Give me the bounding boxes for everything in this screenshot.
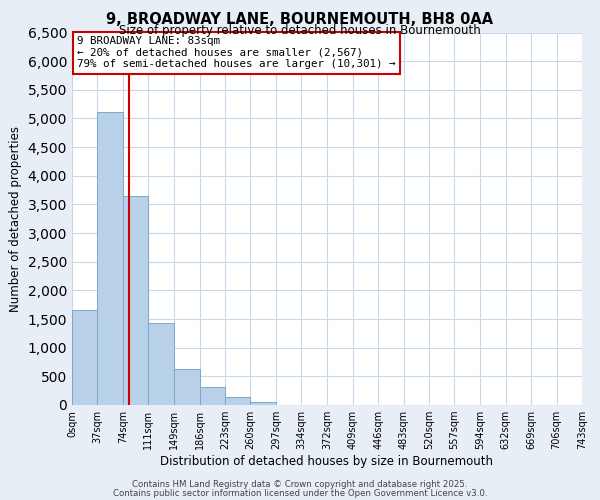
Text: 9, BROADWAY LANE, BOURNEMOUTH, BH8 0AA: 9, BROADWAY LANE, BOURNEMOUTH, BH8 0AA bbox=[106, 12, 494, 28]
Bar bbox=[97, 112, 123, 405]
Text: Contains HM Land Registry data © Crown copyright and database right 2025.: Contains HM Land Registry data © Crown c… bbox=[132, 480, 468, 489]
Bar bbox=[174, 370, 200, 405]
Text: Contains public sector information licensed under the Open Government Licence v3: Contains public sector information licen… bbox=[113, 488, 487, 498]
Bar bbox=[225, 396, 250, 405]
Bar bbox=[148, 323, 174, 405]
X-axis label: Distribution of detached houses by size in Bournemouth: Distribution of detached houses by size … bbox=[161, 455, 493, 468]
Bar bbox=[200, 387, 225, 405]
Y-axis label: Number of detached properties: Number of detached properties bbox=[9, 126, 22, 312]
Text: 9 BROADWAY LANE: 83sqm
← 20% of detached houses are smaller (2,567)
79% of semi-: 9 BROADWAY LANE: 83sqm ← 20% of detached… bbox=[77, 36, 395, 70]
Bar bbox=[72, 310, 97, 405]
Bar bbox=[123, 196, 148, 405]
Text: Size of property relative to detached houses in Bournemouth: Size of property relative to detached ho… bbox=[119, 24, 481, 37]
Bar bbox=[250, 402, 276, 405]
